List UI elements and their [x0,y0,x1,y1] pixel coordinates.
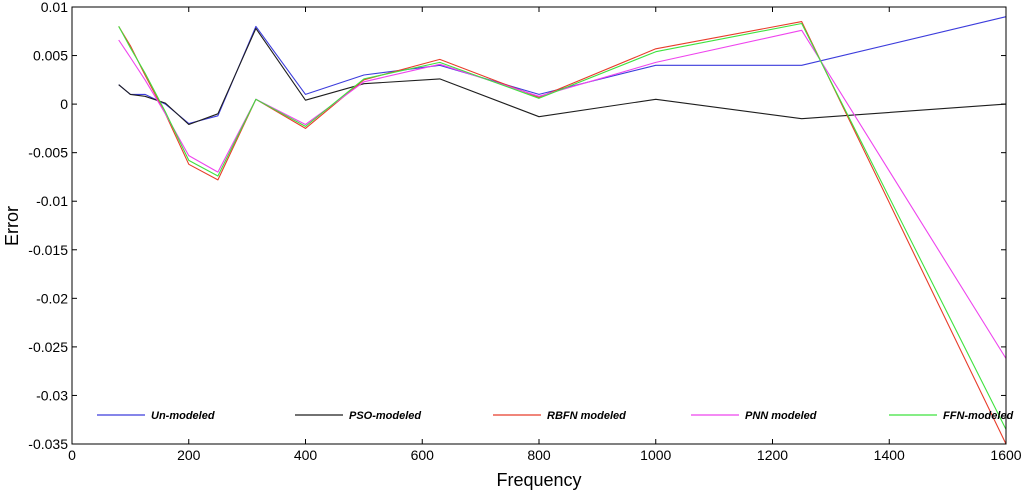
y-tick-label: -0.005 [28,145,68,161]
series-line-pnn-modeled [118,29,1007,359]
y-tick-label: -0.03 [36,387,68,403]
y-tick-label: 0 [60,96,68,112]
legend-label-ffn-modeled: FFN-modeled [943,410,1014,422]
series-line-rbfn-modeled [118,21,1007,445]
x-tick-label: 400 [294,447,318,463]
x-tick-label: 800 [527,447,551,463]
x-axis: 0 200 400 600 800 1000 1200 1400 1600 [68,7,1022,463]
y-tick-label: -0.035 [28,436,68,452]
x-tick-label: 1000 [640,447,671,463]
y-tick-label: -0.01 [36,193,68,209]
legend-label-un-modeled: Un-modeled [151,410,215,422]
y-tick-label: -0.015 [28,242,68,258]
x-tick-label: 1200 [757,447,788,463]
series-line-pso-modeled [118,27,1007,126]
y-tick-label: 0.005 [33,48,68,64]
series-line-ffn-modeled [118,22,1007,430]
y-axis: 0.01 0.005 0 -0.005 -0.01 -0.015 -0.02 -0.025 -0… [28,0,1006,452]
legend-label-pnn-modeled: PNN modeled [745,410,817,422]
legend-label-rbfn-modeled: RBFN modeled [547,410,626,422]
x-tick-label: 600 [411,447,435,463]
legend: Un-modeled PSO-modeled RBFN modeled PNN mod… [97,410,1014,422]
series-layer [118,16,1007,445]
series-line-un-modeled [118,16,1007,125]
y-tick-label: -0.02 [36,290,68,306]
legend-label-pso-modeled: PSO-modeled [349,410,421,422]
x-tick-label: 200 [177,447,201,463]
y-axis-title: Error [2,206,22,246]
x-tick-label: 1600 [990,447,1021,463]
x-axis-title: Frequency [496,470,581,490]
x-tick-label: 0 [68,447,76,463]
y-tick-label: -0.025 [28,339,68,355]
y-tick-label: 0.01 [41,0,68,15]
x-tick-label: 1400 [874,447,905,463]
